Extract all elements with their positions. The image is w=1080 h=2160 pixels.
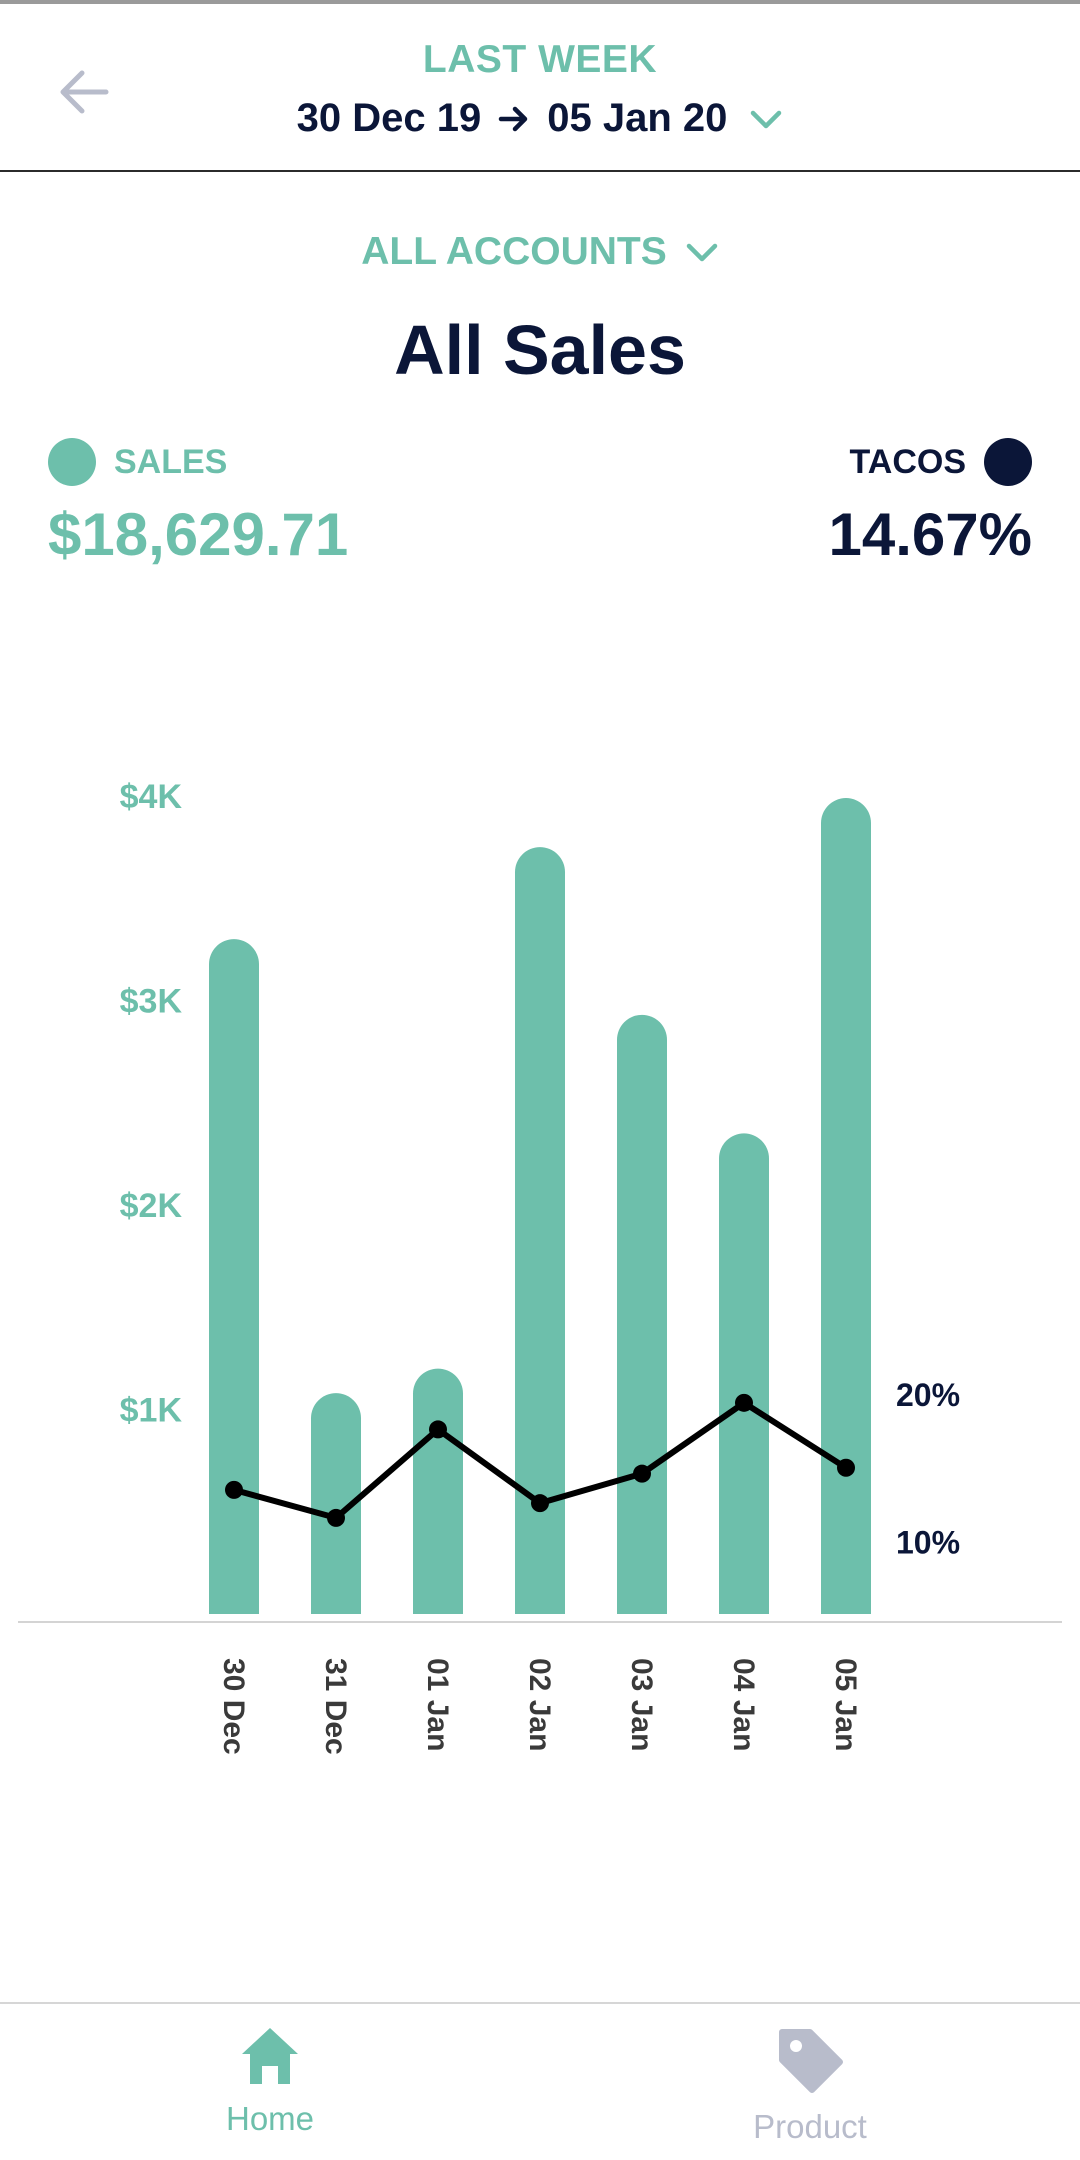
bar — [719, 1133, 769, 1614]
bar — [413, 1368, 463, 1614]
bar — [617, 1014, 667, 1614]
tag-icon — [779, 2029, 843, 2093]
tacos-point — [735, 1393, 753, 1412]
tacos-point — [531, 1494, 549, 1513]
tacos-point — [327, 1508, 345, 1527]
arrow-right-icon — [497, 102, 531, 136]
nav-product[interactable]: Product — [540, 2004, 1080, 2160]
y-left-tick-label: $2K — [120, 1187, 183, 1225]
x-tick-label: 02 Jan — [523, 1658, 556, 1751]
chevron-down-icon — [685, 230, 719, 274]
bottom-nav: Home Product — [0, 2002, 1080, 2160]
sales-label: SALES — [114, 442, 228, 481]
header: LAST WEEK 30 Dec 19 05 Jan 20 — [0, 4, 1080, 172]
x-tick-label: 04 Jan — [727, 1658, 760, 1751]
x-tick-label: 05 Jan — [829, 1658, 862, 1751]
sales-value: $18,629.71 — [48, 501, 349, 568]
x-tick-label: 30 Dec — [217, 1658, 250, 1755]
date-end: 05 Jan 20 — [547, 96, 728, 140]
x-tick-label: 01 Jan — [421, 1658, 454, 1751]
bar — [311, 1393, 361, 1614]
tacos-point — [837, 1458, 855, 1477]
period-label: LAST WEEK — [422, 38, 658, 81]
bar — [209, 939, 259, 1614]
y-right-tick-label: 10% — [896, 1525, 960, 1561]
accounts-label: ALL ACCOUNTS — [361, 230, 667, 273]
tacos-legend-dot — [984, 438, 1032, 486]
accounts-filter[interactable]: ALL ACCOUNTS — [0, 230, 1080, 274]
x-tick-label: 31 Dec — [319, 1658, 352, 1755]
tacos-point — [429, 1420, 447, 1439]
nav-product-label: Product — [753, 2108, 867, 2145]
tacos-point — [633, 1464, 651, 1483]
y-right-tick-label: 20% — [896, 1377, 960, 1413]
back-button[interactable] — [48, 56, 120, 128]
status-divider — [0, 0, 1080, 4]
tacos-value: 14.67% — [828, 501, 1033, 568]
sales-metric: SALES $18,629.71 — [48, 438, 348, 569]
x-tick-label: 03 Jan — [625, 1658, 658, 1751]
date-start: 30 Dec 19 — [296, 96, 482, 140]
tacos-point — [225, 1480, 243, 1499]
y-left-tick-label: $4K — [120, 778, 183, 816]
home-icon — [242, 2028, 298, 2084]
tacos-metric: TACOS 14.67% — [828, 438, 1033, 569]
sales-legend-dot — [48, 438, 96, 486]
date-range-selector[interactable]: 30 Dec 19 05 Jan 20 — [0, 96, 1080, 141]
y-left-tick-label: $1K — [120, 1392, 183, 1430]
bar — [821, 798, 871, 1614]
y-left-tick-label: $3K — [120, 983, 183, 1021]
arrow-left-icon — [60, 70, 109, 114]
page-title: All Sales — [394, 311, 686, 389]
tacos-label: TACOS — [849, 442, 966, 481]
nav-home[interactable]: Home — [0, 2004, 540, 2160]
sales-chart: $1K $2K $3K $4K 10% 20% 30 Dec 31 Dec 01 Jan 02 J… — [18, 778, 1062, 1755]
bar — [515, 847, 565, 1614]
chevron-down-icon — [749, 107, 783, 131]
nav-home-label: Home — [225, 2100, 315, 2137]
